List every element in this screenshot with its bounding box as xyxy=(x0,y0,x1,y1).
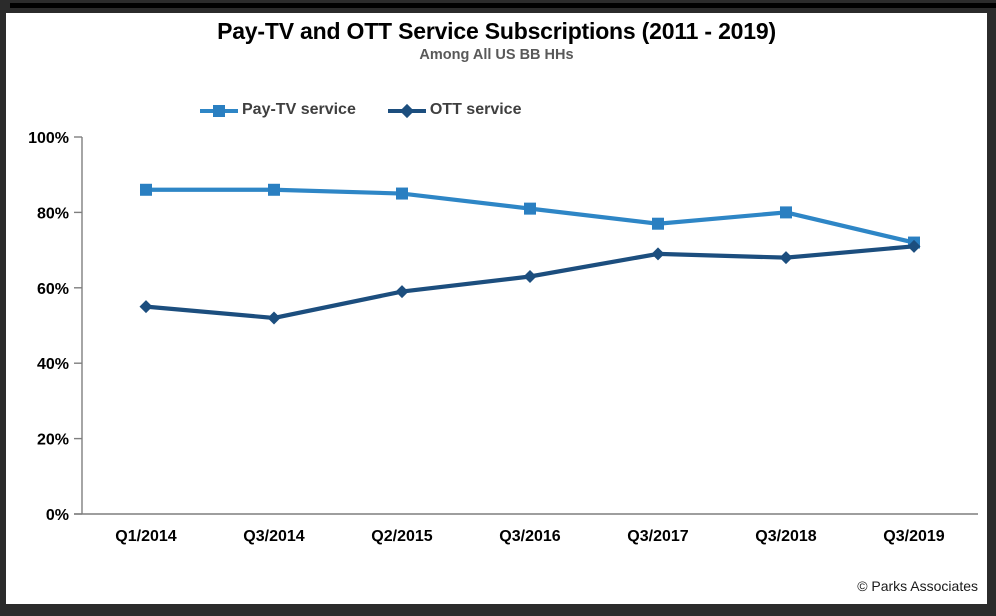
data-point-marker-pay-tv-service[interactable] xyxy=(140,183,152,196)
data-point-marker-pay-tv-service[interactable] xyxy=(396,187,408,200)
data-point-marker-ott-service[interactable] xyxy=(139,300,153,314)
x-axis-tick-label: Q3/2017 xyxy=(627,528,688,545)
x-axis-tick-label: Q3/2019 xyxy=(883,528,944,545)
y-axis-tick-label: 0% xyxy=(46,507,69,524)
copyright-text: © Parks Associates xyxy=(857,578,978,594)
data-point-marker-ott-service[interactable] xyxy=(779,251,793,265)
x-axis-tick-label: Q3/2014 xyxy=(243,528,304,545)
y-axis-tick-label: 80% xyxy=(37,205,69,222)
x-axis-tick-label: Q2/2015 xyxy=(371,528,432,545)
series-line-pay-tv-service xyxy=(146,187,915,245)
data-point-marker-ott-service[interactable] xyxy=(267,311,281,325)
window-top-strip xyxy=(10,3,996,8)
series-ott-service xyxy=(139,239,921,325)
data-point-marker-ott-service[interactable] xyxy=(651,247,665,261)
data-point-marker-ott-service[interactable] xyxy=(523,269,537,283)
legend-label-pay-tv: Pay-TV service xyxy=(242,101,356,118)
legend-label-ott: OTT service xyxy=(429,101,522,118)
data-point-marker-ott-service[interactable] xyxy=(395,285,409,299)
x-axis-tick-label: Q3/2016 xyxy=(499,528,560,545)
chart-legend: Pay-TV service OTT service xyxy=(200,101,521,119)
data-point-marker-pay-tv-service[interactable] xyxy=(652,217,664,230)
data-point-marker-pay-tv-service[interactable] xyxy=(780,206,792,219)
chart-plot: 0% 20% 40% 60% 80% 100% Q1/2014 Q3/2014 Q2/2015 Q… xyxy=(28,130,978,545)
legend-item-pay-tv[interactable]: Pay-TV service xyxy=(200,101,356,119)
y-axis-tick-label: 100% xyxy=(28,130,69,147)
ott-line-diamond-icon xyxy=(387,103,426,118)
x-axis-tick-label: Q1/2014 xyxy=(115,528,176,545)
y-axis-tick-label: 40% xyxy=(37,356,69,373)
series-pay-tv-service xyxy=(140,183,920,249)
data-point-marker-pay-tv-service[interactable] xyxy=(268,183,280,196)
y-axis-tick-label: 20% xyxy=(37,432,69,449)
y-axis-tick-label: 60% xyxy=(37,281,69,298)
chart-panel: Pay-TV and OTT Service Subscriptions (20… xyxy=(6,13,987,604)
chart-title: Pay-TV and OTT Service Subscriptions (20… xyxy=(217,18,776,44)
chart-subtitle: Among All US BB HHs xyxy=(419,47,574,63)
x-axis-tick-label: Q3/2018 xyxy=(755,528,816,545)
pay-tv-line-square-icon xyxy=(200,104,238,117)
data-point-marker-pay-tv-service[interactable] xyxy=(524,202,536,215)
legend-item-ott[interactable]: OTT service xyxy=(387,101,522,119)
